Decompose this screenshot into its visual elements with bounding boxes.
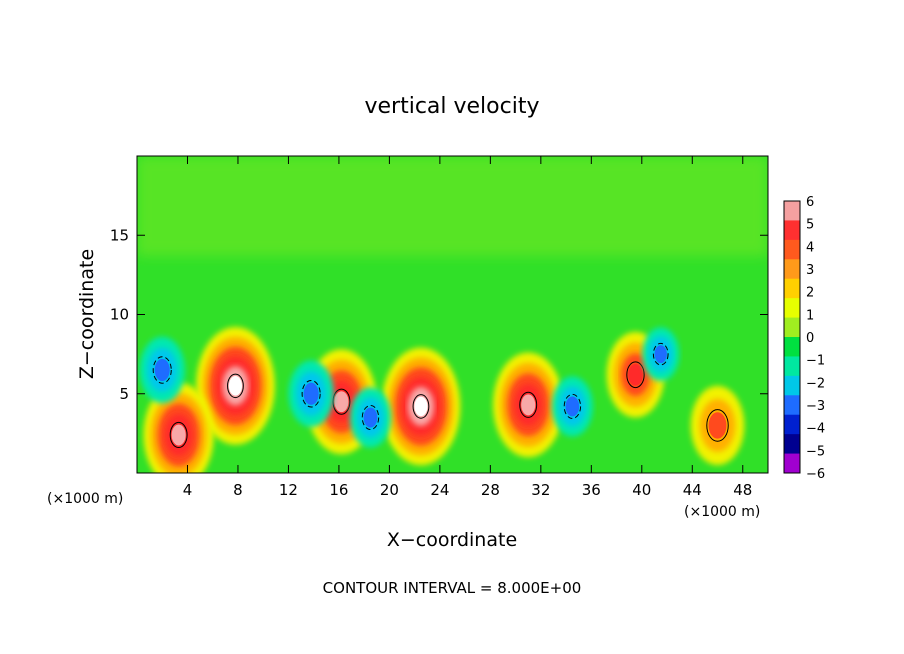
colorbar-swatch [784,278,800,299]
colorbar-swatch [784,259,800,280]
colorbar-label: −4 [806,422,825,437]
y-axis-label: Z−coordinate [76,249,98,379]
contour-line [706,409,729,442]
y-tick-label: 10 [110,306,129,324]
contour-line [412,394,430,419]
colorbar-swatch [784,395,800,416]
colorbar-label: −6 [806,467,825,482]
x-tick-label: 12 [279,481,298,499]
features-layer [139,327,745,473]
colorbar-swatch [784,414,800,435]
x-tick-label: 44 [683,481,702,499]
colorbar-frame [783,200,801,474]
field-contour [154,358,170,382]
x-axis-unit-left: (×1000 m) [47,491,123,507]
y-tick-label: 15 [110,226,129,244]
colorbar-label: −2 [806,376,825,391]
colorbar-label: 0 [806,331,814,346]
field-contour [228,376,243,396]
x-axis: 4 8 12 16 20 24 28 32 36 40 44 48 [183,156,752,499]
colorbar-label: 4 [806,240,814,255]
x-axis-label: X−coordinate [387,529,517,551]
chart-title: vertical velocity [364,94,539,119]
x-tick-label: 48 [733,481,752,499]
contour-line [301,379,321,408]
colorbar-swatch [784,453,800,474]
field-contour [334,391,349,413]
x-tick-label: 4 [183,481,193,499]
contour-line [626,361,645,389]
colorbar-label: −3 [806,399,825,414]
field-contour [628,364,643,386]
field-contour [414,396,428,417]
colorbar-label: −1 [806,354,825,369]
x-tick-label: 28 [481,481,500,499]
field-contour [171,424,186,446]
x-tick-label: 24 [430,481,449,499]
contour-line [563,393,582,419]
plot-area [137,156,768,473]
x-tick-label: 32 [531,481,550,499]
x-tick-label: 8 [233,481,243,499]
colorbar-swatch [784,298,800,319]
x-axis-unit-right: (×1000 m) [684,504,760,520]
colorbar-label: 5 [806,218,814,233]
field-contour [708,412,727,439]
contour-line [152,356,172,384]
contour-interval-note: CONTOUR INTERVAL = 8.000E+00 [323,579,582,597]
colorbar-label: −5 [806,444,825,459]
colorbar-swatch [784,201,800,221]
contour-line [361,405,380,431]
colorbar-swatch [784,356,800,377]
field-contour [521,394,536,416]
contour-line [519,391,538,418]
colorbar-label: 6 [806,195,814,210]
y-tick-label: 5 [119,385,129,403]
colorbar: 6 5 4 3 2 1 0 −1 −2 −3 −4 −5 −6 [783,195,825,482]
x-tick-label: 20 [380,481,399,499]
contour-line [652,342,669,366]
x-tick-label: 40 [632,481,651,499]
x-tick-label: 36 [582,481,601,499]
colorbar-swatch [784,220,800,241]
y-axis: 5 10 15 [110,226,768,403]
colorbar-label: 3 [806,263,814,278]
colorbar-swatch [784,375,800,396]
field-contour [363,407,378,428]
contour-line [227,373,244,399]
colorbar-swatch [784,434,800,455]
colorbar-swatch [784,337,800,357]
x-tick-label: 16 [329,481,348,499]
field-contour [303,382,319,405]
colorbar-swatch [784,317,800,338]
field-contour [654,345,667,364]
colorbar-label: 1 [806,308,814,323]
upper-region-tint [137,156,768,256]
colorbar-label: 2 [806,286,814,301]
field-contour [565,396,580,417]
contour-line [169,421,188,449]
colorbar-swatch [784,239,800,260]
